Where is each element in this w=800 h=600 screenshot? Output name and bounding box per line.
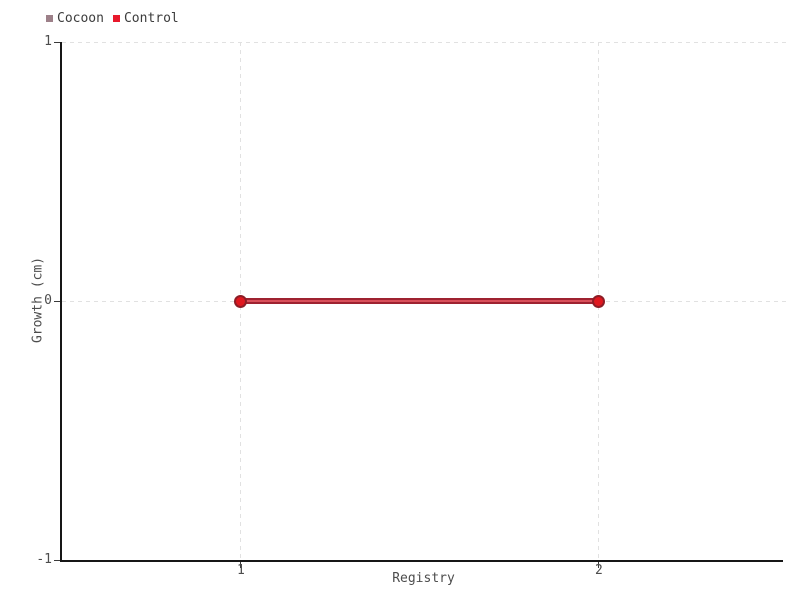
y-tick-label: 0	[44, 293, 52, 308]
x-axis-title: Registry	[392, 571, 455, 586]
y-axis-title: Growth (cm)	[30, 256, 46, 344]
data-point-marker	[234, 294, 248, 308]
y-tick-label: -1	[36, 552, 52, 567]
legend-swatch-icon	[46, 15, 53, 22]
horizontal-gridline	[62, 41, 790, 43]
legend-swatch-icon	[112, 15, 120, 22]
y-tick-label: 1	[44, 34, 52, 49]
x-axis-tick	[598, 562, 600, 568]
x-tick-label: 2	[594, 563, 603, 578]
y-axis-line	[60, 42, 62, 562]
data-point-marker	[592, 294, 606, 308]
chart-legend: Cocoon Control	[46, 11, 179, 26]
legend-label: Control	[123, 11, 179, 26]
legend-item-control[interactable]: Control	[112, 11, 179, 26]
y-axis-tick	[54, 559, 60, 561]
x-axis-tick	[240, 562, 242, 568]
legend-label: Cocoon	[57, 11, 104, 26]
y-axis-tick	[54, 300, 60, 302]
series-line-control	[240, 298, 599, 304]
y-axis-tick	[54, 41, 60, 43]
legend-item-cocoon[interactable]: Cocoon	[46, 11, 104, 26]
x-tick-label: 1	[237, 563, 245, 578]
x-axis-line	[60, 560, 783, 562]
